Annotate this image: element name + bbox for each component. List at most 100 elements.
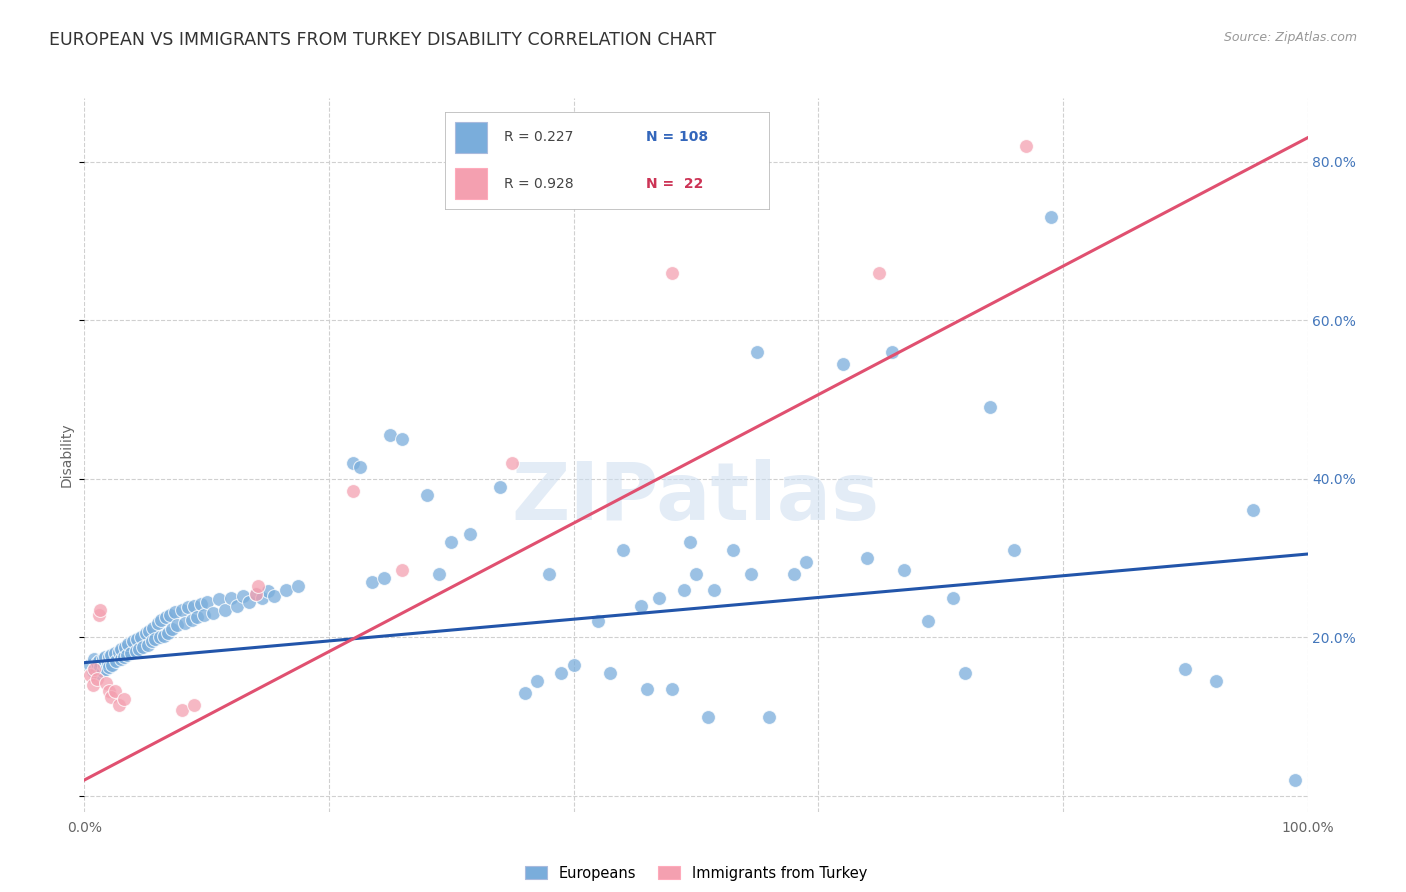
Text: EUROPEAN VS IMMIGRANTS FROM TURKEY DISABILITY CORRELATION CHART: EUROPEAN VS IMMIGRANTS FROM TURKEY DISAB… <box>49 31 716 49</box>
Point <box>89 660 111 674</box>
Point <box>953 665 976 680</box>
Point <box>94 650 117 665</box>
Point <box>183 698 205 712</box>
Point <box>87 654 110 668</box>
Point <box>114 640 136 654</box>
Point <box>697 709 720 723</box>
Point <box>101 658 124 673</box>
Point <box>979 401 1001 415</box>
Point <box>83 662 105 676</box>
Point <box>142 621 165 635</box>
Point <box>201 607 224 621</box>
Point <box>380 428 402 442</box>
Point <box>783 566 806 581</box>
Point <box>747 344 769 359</box>
Point <box>107 698 129 712</box>
Point <box>136 638 159 652</box>
Point <box>96 676 118 690</box>
Point <box>146 615 169 630</box>
Point <box>427 566 450 581</box>
Point <box>104 684 127 698</box>
Text: Source: ZipAtlas.com: Source: ZipAtlas.com <box>1223 31 1357 45</box>
Point <box>703 582 725 597</box>
Point <box>96 662 118 676</box>
Point <box>128 642 150 657</box>
Point <box>599 665 621 680</box>
Point <box>83 652 105 666</box>
Point <box>82 678 104 692</box>
Point <box>245 587 267 601</box>
Point <box>238 594 260 608</box>
Point <box>97 656 120 670</box>
Point <box>758 709 780 723</box>
Point <box>104 646 127 660</box>
Point <box>550 665 572 680</box>
Point <box>562 658 585 673</box>
Text: ZIPatlas: ZIPatlas <box>512 458 880 537</box>
Point <box>880 344 903 359</box>
Point <box>856 551 879 566</box>
Point <box>159 608 181 623</box>
Point <box>105 654 128 668</box>
Point <box>219 591 242 605</box>
Point <box>150 613 173 627</box>
Point <box>360 574 382 589</box>
Point <box>97 650 120 665</box>
Point <box>740 566 762 581</box>
Point <box>143 632 166 646</box>
Point <box>247 579 270 593</box>
Point <box>86 672 108 686</box>
Point <box>125 632 148 646</box>
Point <box>183 599 205 613</box>
Point <box>122 634 145 648</box>
Point <box>110 642 132 657</box>
Point <box>661 681 683 696</box>
Point <box>263 589 285 603</box>
Point <box>79 658 101 673</box>
Point <box>342 483 364 498</box>
Point <box>193 608 215 623</box>
Point <box>100 690 122 704</box>
Point <box>208 592 231 607</box>
Point <box>869 266 891 280</box>
Point <box>132 640 155 654</box>
Point <box>79 668 101 682</box>
Point <box>661 266 683 280</box>
Point <box>91 664 114 678</box>
Point <box>1002 543 1025 558</box>
Point <box>100 648 122 662</box>
Point <box>391 432 413 446</box>
Point <box>214 602 236 616</box>
Legend: Europeans, Immigrants from Turkey: Europeans, Immigrants from Turkey <box>519 860 873 887</box>
Point <box>93 658 115 673</box>
Point <box>1039 210 1062 224</box>
Point <box>177 600 200 615</box>
Point <box>89 602 111 616</box>
Point <box>117 637 139 651</box>
Point <box>120 646 142 660</box>
Point <box>82 664 104 678</box>
Point <box>129 630 152 644</box>
Point <box>373 571 395 585</box>
Point <box>195 594 218 608</box>
Point <box>110 652 132 666</box>
Point <box>87 608 110 623</box>
Point <box>190 597 212 611</box>
Point <box>831 357 853 371</box>
Point <box>87 665 110 680</box>
Point <box>1015 138 1038 153</box>
Point <box>942 591 965 605</box>
Point <box>226 599 249 613</box>
Point <box>232 589 254 603</box>
Point <box>502 456 524 470</box>
Point <box>112 650 135 665</box>
Point <box>135 626 157 640</box>
Point <box>91 652 114 666</box>
Point <box>1205 673 1227 688</box>
Point <box>893 563 915 577</box>
Point <box>1241 503 1264 517</box>
Point <box>917 615 939 629</box>
Point <box>250 591 273 605</box>
Point <box>115 648 138 662</box>
Point <box>648 591 671 605</box>
